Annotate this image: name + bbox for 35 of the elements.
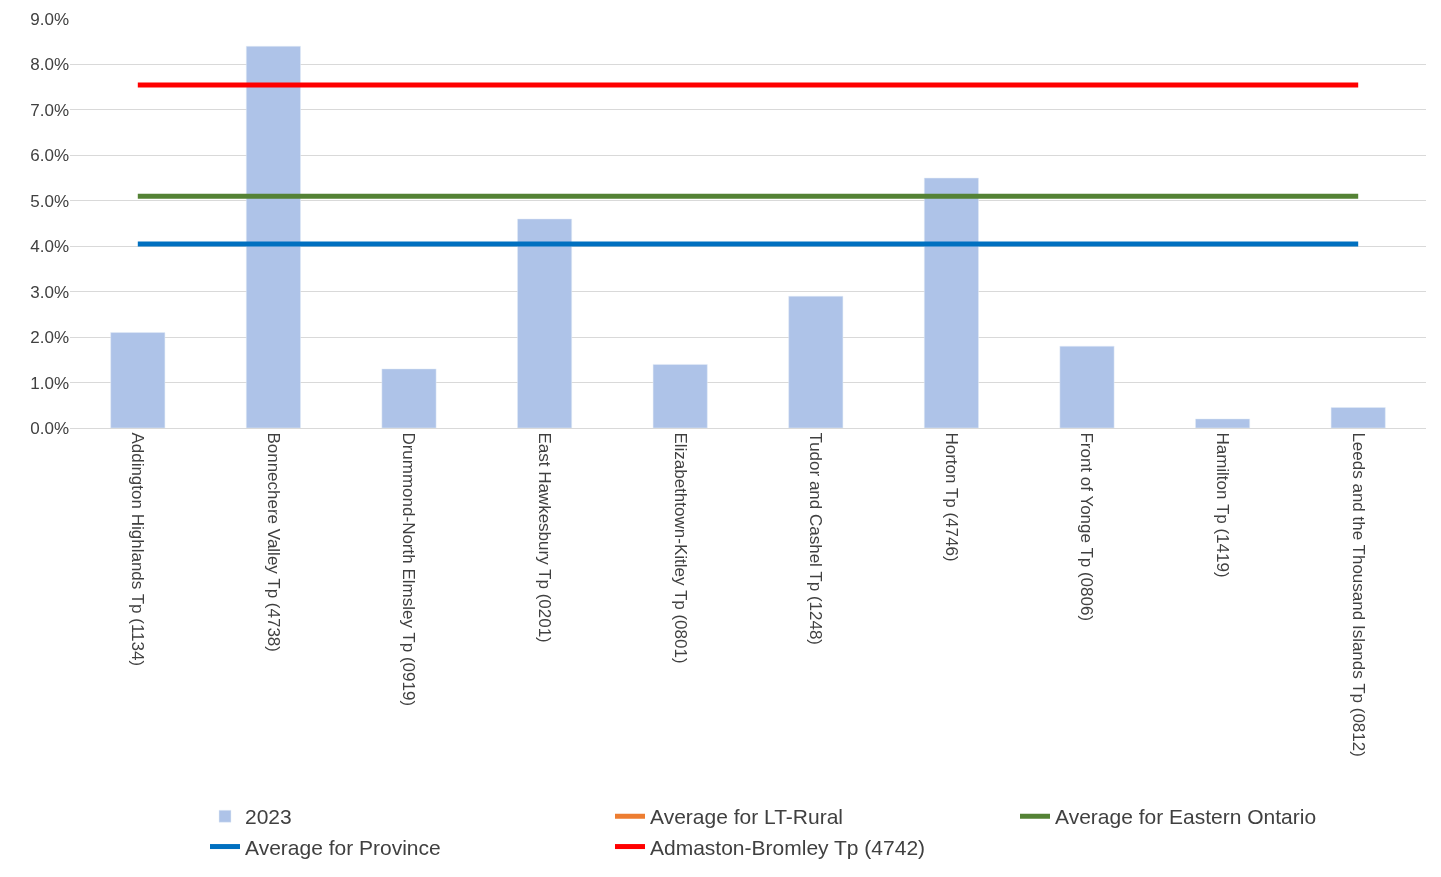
legend-label: 2023: [245, 805, 292, 829]
y-tick-label: 7.0%: [30, 100, 69, 120]
bar: [517, 218, 572, 428]
y-tick-label: 1.0%: [30, 373, 69, 393]
bar: [381, 368, 437, 428]
x-tick-label: Elizabethtown-Kitley Tp (0801): [670, 432, 690, 664]
y-tick-label: 4.0%: [30, 237, 69, 257]
x-tick-label: Tudor and Cashel Tp (1248): [806, 432, 826, 646]
x-tick-label: Horton Tp (4746): [941, 432, 961, 562]
bar: [1195, 418, 1250, 428]
x-tick-label: Drummond-North Elmsley Tp (0919): [399, 432, 419, 707]
bar: [1059, 345, 1115, 428]
legend-label: Admaston-Bromley Tp (4742): [650, 835, 926, 859]
y-tick-label: 5.0%: [30, 191, 69, 211]
legend-label: Average for Province: [245, 835, 441, 859]
y-tick-label: 8.0%: [30, 55, 69, 75]
bar: [110, 332, 166, 428]
bar: [1330, 407, 1386, 428]
y-tick-label: 0.0%: [30, 418, 69, 438]
legend-label: Average for LT-Rural: [650, 805, 843, 829]
x-tick-label: Addington Highlands Tp (1134): [128, 432, 148, 667]
legend-label: Average for Eastern Ontario: [1055, 805, 1317, 829]
x-tick-label: East Hawkesbury Tp (0201): [535, 432, 555, 643]
bar: [788, 295, 844, 428]
y-tick-label: 9.0%: [30, 9, 69, 29]
x-tick-label: Bonnechere Valley Tp (4738): [263, 432, 283, 652]
bar: [924, 177, 979, 428]
bar: [246, 46, 301, 428]
y-tick-label: 6.0%: [30, 146, 69, 166]
x-tick-label: Leeds and the Thousand Islands Tp (0812): [1348, 432, 1368, 757]
bar: [652, 364, 708, 428]
y-tick-label: 2.0%: [30, 328, 69, 348]
x-tick-label: Hamilton Tp (1419): [1213, 432, 1233, 578]
y-tick-label: 3.0%: [30, 282, 69, 302]
x-tick-label: Front of Yonge Tp (0806): [1077, 432, 1097, 622]
